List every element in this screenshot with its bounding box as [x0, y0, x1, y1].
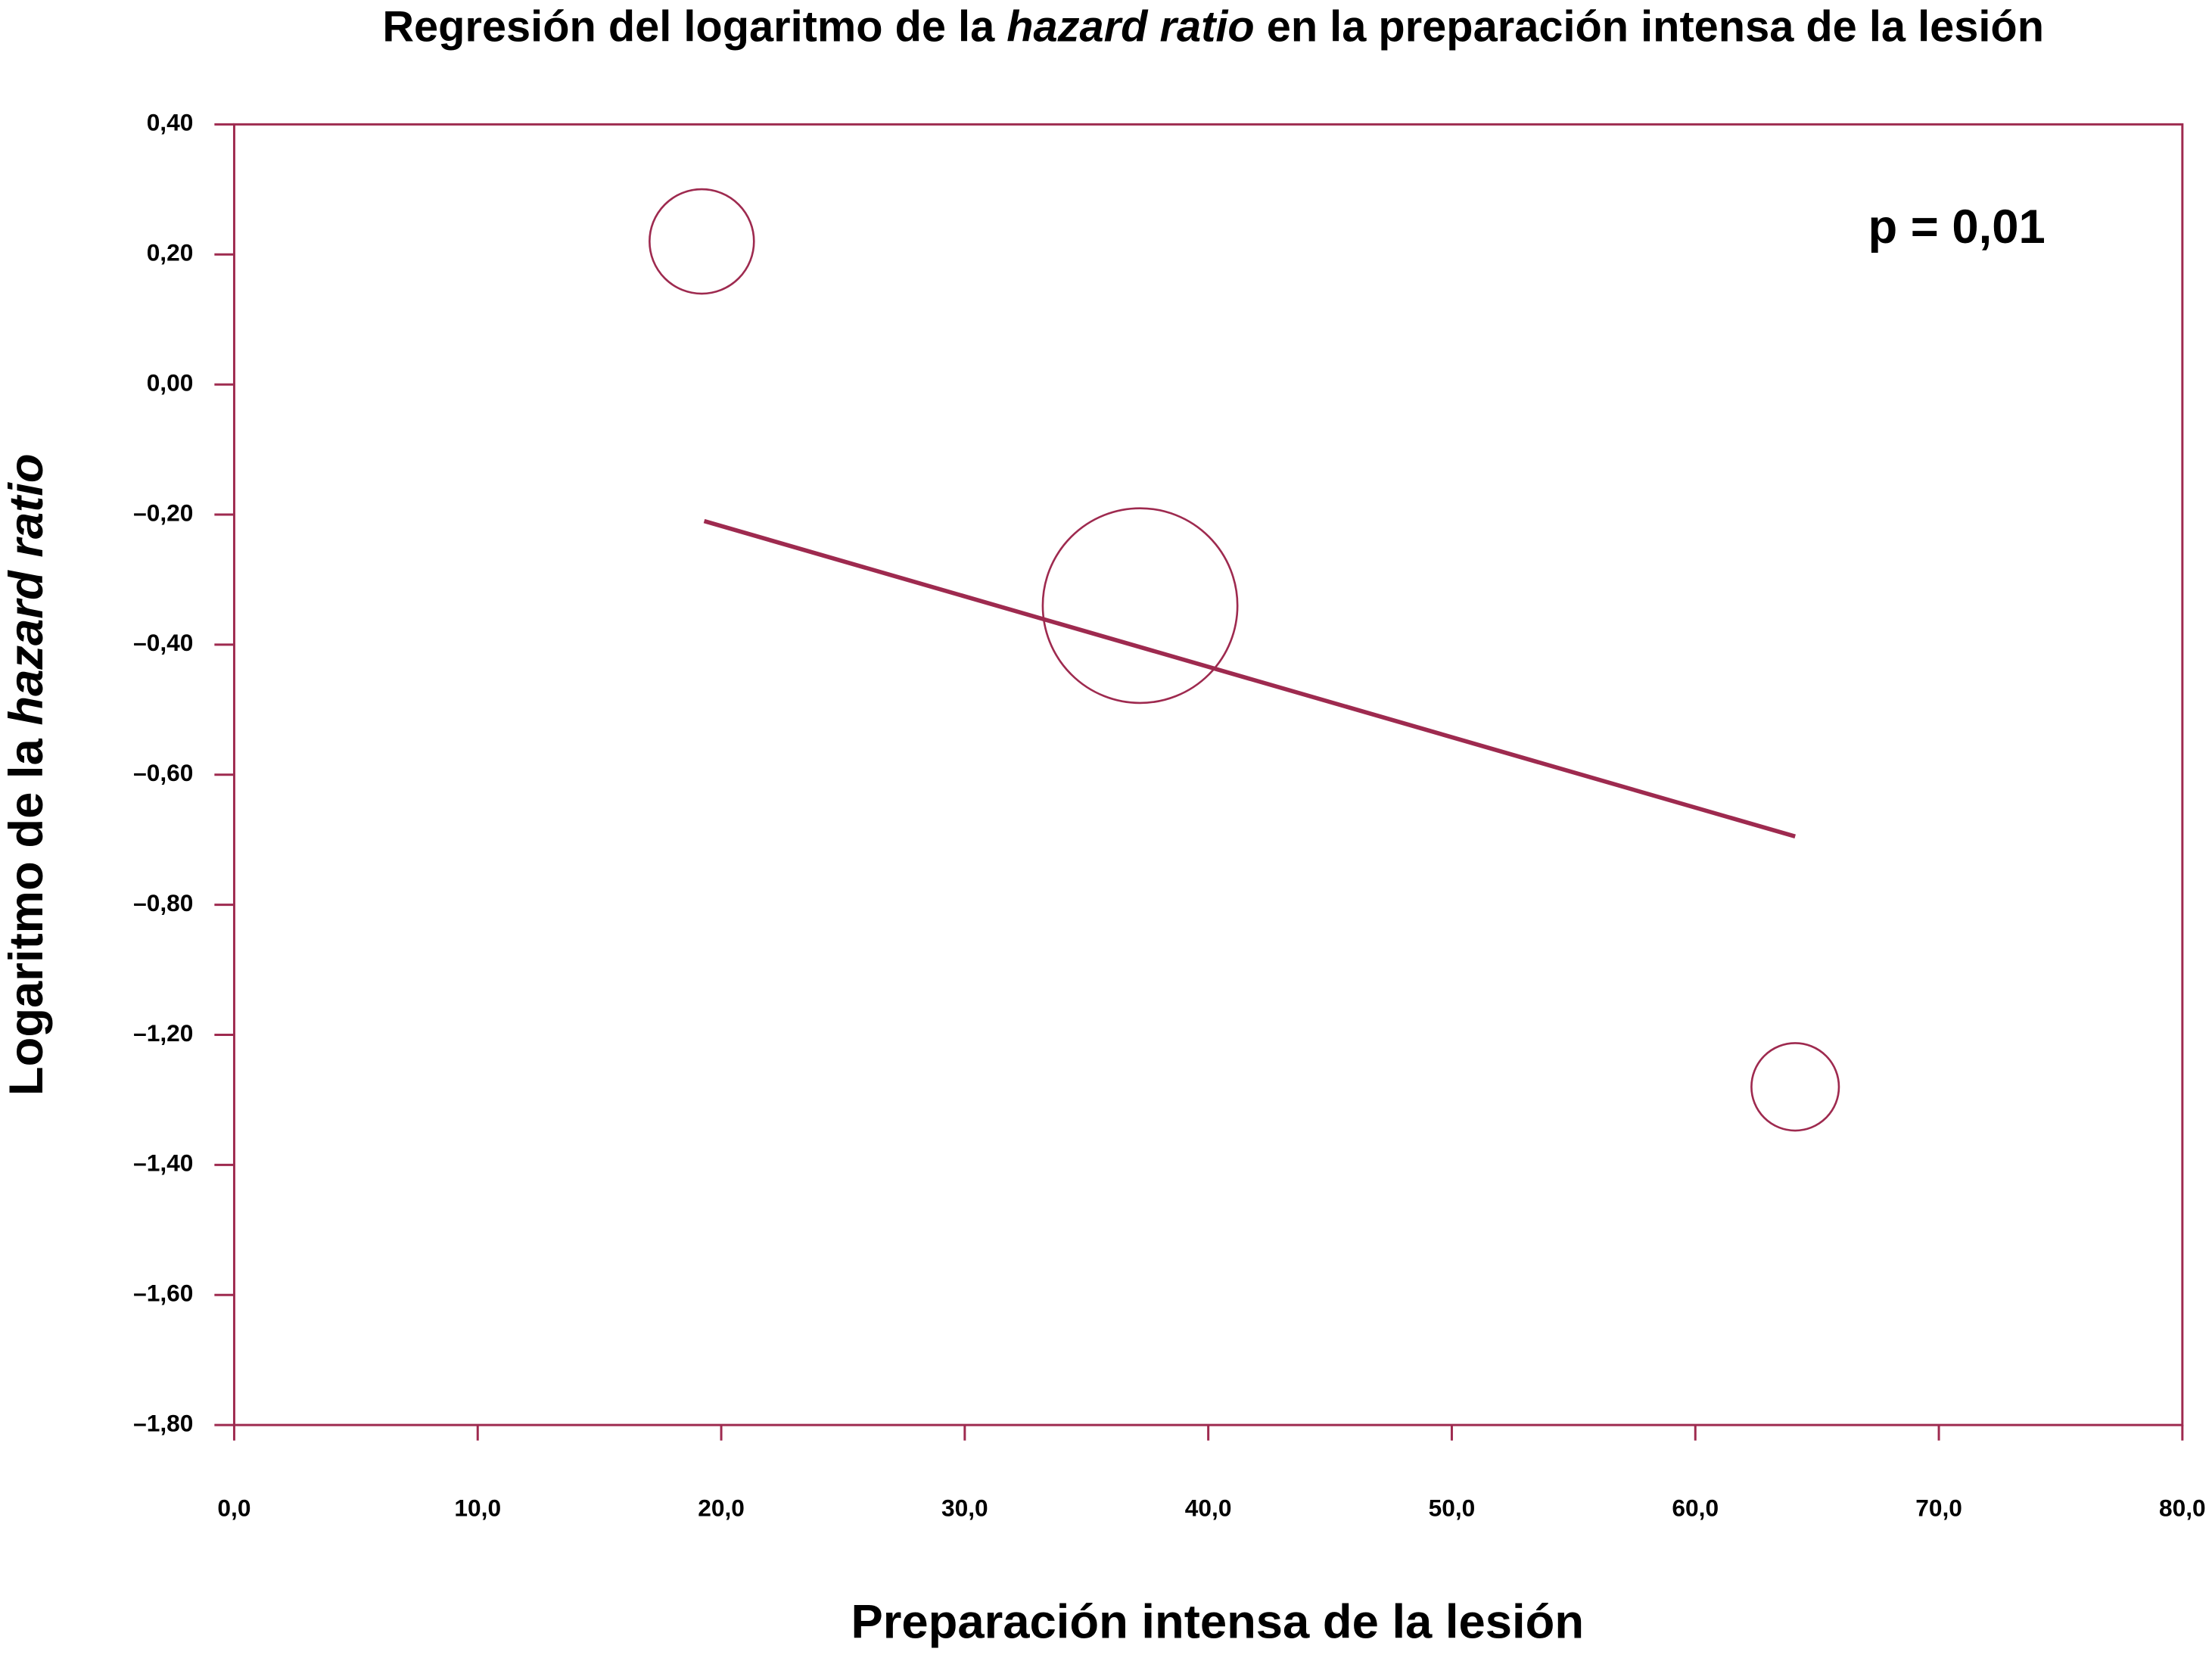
x-tick-label: 70,0 [1915, 1494, 1962, 1521]
y-tick-label: –1,80 [133, 1409, 193, 1436]
x-tick-label: 20,0 [698, 1494, 745, 1521]
x-axis-label: Preparación intensa de la lesión [851, 1596, 1584, 1649]
bubble [1750, 1042, 1840, 1132]
y-tick-label: –1,40 [133, 1149, 193, 1177]
y-tick-label: 0,20 [147, 239, 194, 266]
regression-line [703, 518, 1796, 839]
x-tick-label: 50,0 [1429, 1494, 1476, 1521]
y-tick-label: 0,00 [147, 369, 194, 396]
chart-title: Regresión del logaritmo de la hazard rat… [382, 2, 2044, 51]
x-tick-label: 60,0 [1672, 1494, 1719, 1521]
x-tick-label: 0,0 [217, 1494, 250, 1521]
bubble [1041, 507, 1239, 705]
title-part: en la preparación intensa de la lesión [1255, 2, 2044, 51]
y-tick-label: –0,20 [133, 499, 193, 526]
x-tick-label: 10,0 [454, 1494, 501, 1521]
title-part: hazard ratio [1006, 2, 1254, 51]
x-tick-label: 80,0 [2159, 1494, 2206, 1521]
y-tick-label: –1,60 [133, 1280, 193, 1307]
plot-frame [232, 123, 2184, 1426]
x-tick-label: 40,0 [1185, 1494, 1232, 1521]
title-part: Regresión del logaritmo de la [382, 2, 1006, 51]
y-tick-label: –0,80 [133, 889, 193, 916]
y-tick-label: –0,60 [133, 759, 193, 786]
annotation: p = 0,01 [1868, 201, 2045, 254]
y-tick-label: –0,40 [133, 629, 193, 656]
bubble [649, 188, 755, 295]
y-axis-label: Logaritmo de la hazard ratio [0, 453, 53, 1096]
y-label-part: Logaritmo de la [0, 726, 53, 1096]
x-tick-label: 30,0 [941, 1494, 988, 1521]
y-label-part: hazard ratio [0, 453, 53, 725]
y-tick-label: –1,20 [133, 1019, 193, 1047]
y-tick-label: 0,40 [147, 109, 194, 136]
